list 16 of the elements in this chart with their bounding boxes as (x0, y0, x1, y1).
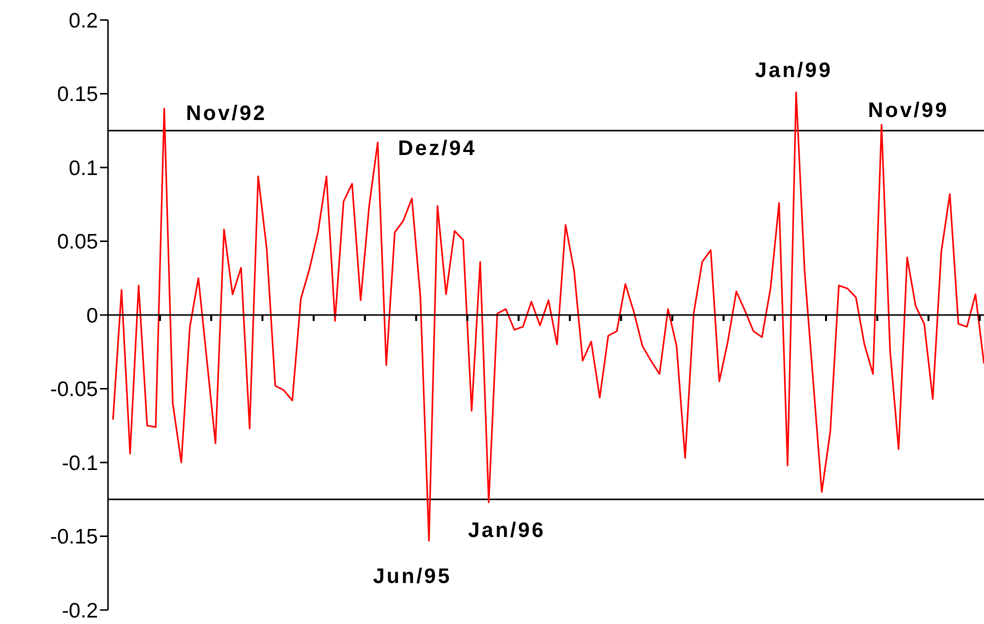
y-tick-label: -0.2 (62, 599, 98, 622)
y-tick-label: 0.15 (57, 83, 98, 106)
y-tick-label: 0.2 (68, 9, 98, 32)
y-tick-label: 0 (86, 304, 98, 328)
annotation: Nov/99 (868, 99, 949, 122)
y-tick-label: -0.1 (62, 452, 98, 475)
annotation: Dez/94 (398, 137, 477, 160)
annotation: Nov/92 (186, 102, 267, 125)
annotation: Jan/99 (755, 59, 832, 82)
y-tick-label: 0.1 (68, 156, 98, 180)
annotation: Jun/95 (373, 565, 452, 588)
line-series (112, 91, 984, 542)
y-tick-label: 0.05 (57, 230, 98, 254)
annotation: Jan/96 (468, 519, 546, 542)
y-tick-label: -0.05 (50, 378, 98, 402)
y-tick-label: -0.15 (50, 526, 98, 549)
